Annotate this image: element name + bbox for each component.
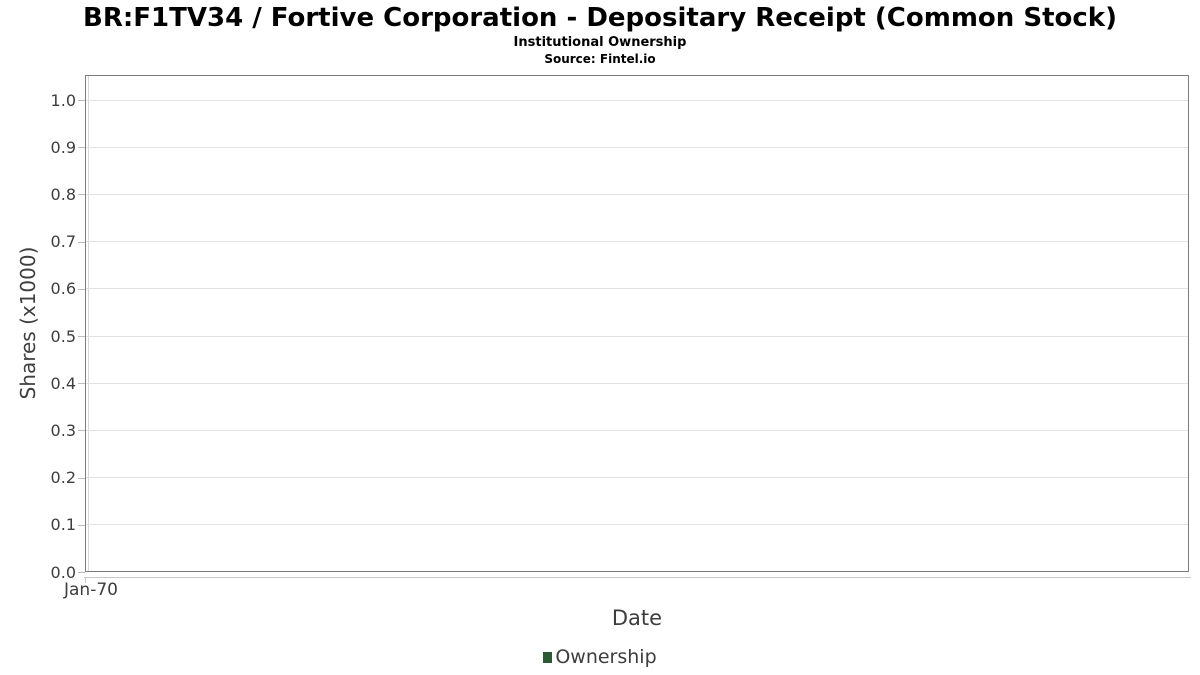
gridline [86,288,1188,290]
y-tick-mark [78,100,85,101]
y-tick-mark [78,430,85,432]
y-tick-mark [78,572,85,573]
legend-marker-ownership [543,651,553,663]
x-tick-label: Jan-70 [64,580,118,600]
gridline [86,146,1188,148]
legend-label-ownership: Ownership [555,646,657,668]
gridline [86,524,1188,526]
y-tick-label: 0.2 [50,468,76,488]
y-tick-label: 0.7 [50,232,76,252]
y-tick-mark [78,524,85,526]
gridline [86,241,1188,243]
x-tick-mark [85,577,86,583]
legend: Ownership [0,644,1200,670]
y-tick-mark [78,288,85,290]
y-tick-label: 0.5 [50,326,76,346]
x-axis-title: Date [611,606,663,630]
y-tick-mark [78,477,85,479]
y-tick-label: 0.6 [50,279,76,299]
y-tick-mark [78,194,85,196]
chart-subtitle: Institutional Ownership [513,35,687,50]
y-tick-label: 0.4 [50,373,76,393]
y-tick-mark [78,336,85,337]
y-tick-mark [78,147,85,149]
gridline [86,335,1188,337]
plot-area [85,75,1189,572]
y-tick-label: 0.1 [50,515,76,535]
x-axis-line [84,577,1191,578]
chart-title: BR:F1TV34 / Fortive Corporation - Deposi… [83,3,1117,33]
gridline [86,193,1188,195]
y-tick-label: 0.9 [50,137,76,157]
gridline [86,99,1188,101]
gridline [86,429,1188,431]
y-tick-label: 0.0 [50,562,76,582]
gridline [86,382,1188,384]
y-tick-label: 0.8 [50,184,76,204]
y-tick-label: 1.0 [50,90,76,110]
source-label: Source: Fintel.io [544,52,656,66]
y-tick-mark [78,241,85,243]
gridline [86,477,1188,479]
y-axis-line [88,76,89,571]
y-tick-mark [78,383,85,385]
y-tick-label: 0.3 [50,420,76,440]
